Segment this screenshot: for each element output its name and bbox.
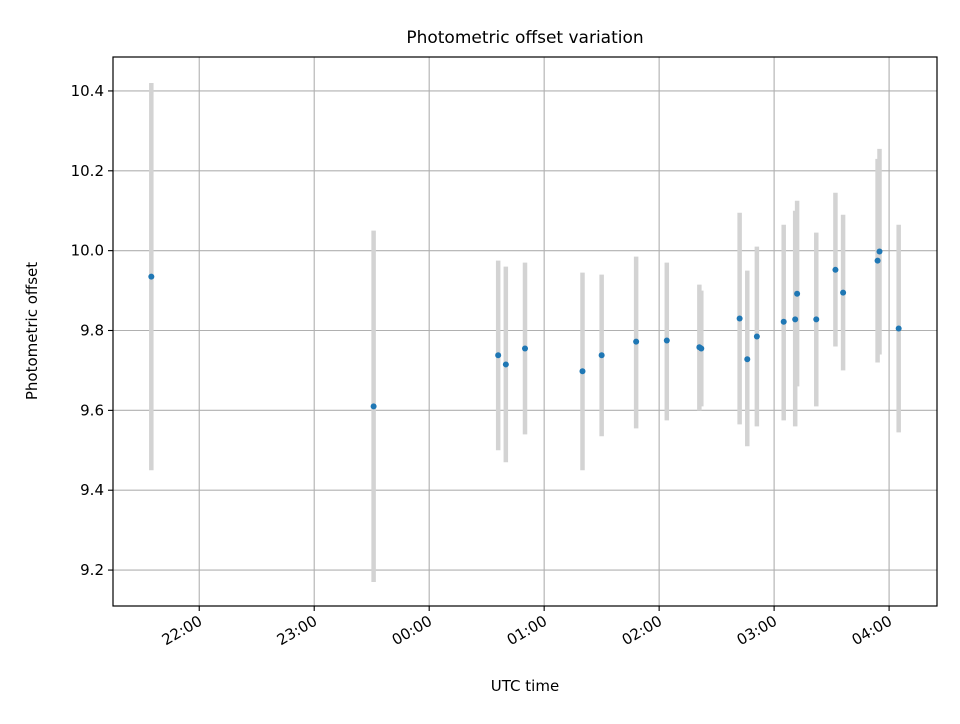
data-point (840, 289, 847, 296)
data-point (633, 338, 640, 345)
data-point (780, 318, 787, 325)
data-point (495, 352, 502, 359)
y-tick-label: 9.4 (80, 481, 104, 499)
data-point (753, 333, 760, 340)
data-point (794, 290, 801, 297)
y-tick-label: 10.0 (71, 242, 104, 260)
data-point (148, 273, 155, 280)
data-point (370, 403, 377, 410)
y-axis-label: Photometric offset (23, 262, 41, 400)
data-point (598, 352, 605, 359)
data-point (579, 368, 586, 375)
data-point (895, 325, 902, 332)
y-tick-label: 9.6 (80, 401, 104, 419)
data-point (663, 337, 670, 344)
x-axis-label: UTC time (491, 677, 559, 695)
chart-title: Photometric offset variation (406, 28, 643, 48)
y-tick-label: 10.4 (71, 82, 104, 100)
plot-frame (112, 56, 938, 607)
data-points (148, 248, 902, 410)
y-tick-label: 9.8 (80, 322, 104, 340)
y-tick-label: 9.2 (80, 561, 104, 579)
y-tick-label: 10.2 (71, 162, 104, 180)
data-point (522, 345, 528, 352)
data-point (698, 345, 705, 352)
data-point (874, 257, 881, 264)
y-axis: 9.2 9.4 9.6 9.8 10.0 10.2 10.4 (71, 82, 113, 579)
data-point (744, 356, 751, 363)
data-point (832, 266, 839, 273)
data-point (876, 248, 883, 255)
data-point (502, 361, 509, 368)
data-point (792, 316, 799, 323)
data-point (736, 315, 743, 322)
data-point (813, 316, 820, 323)
